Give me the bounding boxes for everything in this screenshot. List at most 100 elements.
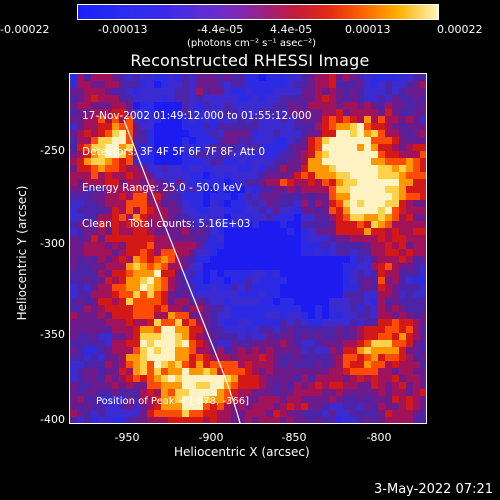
emission-cell	[168, 123, 175, 130]
emission-cell	[105, 354, 112, 361]
emission-cell	[406, 165, 413, 172]
emission-cell	[378, 354, 385, 361]
emission-cell	[119, 130, 126, 137]
emission-cell	[182, 389, 189, 396]
emission-cell	[378, 256, 385, 263]
emission-cell	[294, 284, 301, 291]
emission-cell	[154, 95, 161, 102]
emission-cell	[385, 207, 392, 214]
emission-cell	[420, 207, 426, 214]
emission-cell	[378, 228, 385, 235]
emission-cell	[70, 333, 77, 340]
emission-cell	[147, 354, 154, 361]
emission-cell	[126, 165, 133, 172]
emission-cell	[266, 410, 273, 417]
emission-cell	[413, 410, 420, 417]
emission-cell	[175, 312, 182, 319]
emission-cell	[112, 88, 119, 95]
emission-cell	[280, 214, 287, 221]
emission-cell	[77, 137, 84, 144]
emission-cell	[399, 235, 406, 242]
emission-cell	[77, 186, 84, 193]
emission-cell	[413, 312, 420, 319]
emission-cell	[406, 242, 413, 249]
emission-cell	[392, 123, 399, 130]
emission-cell	[357, 137, 364, 144]
emission-cell	[77, 130, 84, 137]
emission-cell	[266, 179, 273, 186]
emission-cell	[399, 333, 406, 340]
emission-cell	[161, 389, 168, 396]
emission-cell	[266, 263, 273, 270]
emission-cell	[413, 221, 420, 228]
emission-cell	[336, 102, 343, 109]
emission-cell	[371, 389, 378, 396]
emission-cell	[154, 382, 161, 389]
emission-cell	[350, 319, 357, 326]
emission-cell	[308, 144, 315, 151]
emission-cell	[84, 116, 91, 123]
emission-cell	[98, 340, 105, 347]
emission-cell	[189, 326, 196, 333]
emission-cell	[140, 207, 147, 214]
emission-cell	[238, 417, 245, 423]
emission-cell	[378, 417, 385, 423]
emission-cell	[308, 305, 315, 312]
emission-cell	[175, 214, 182, 221]
emission-cell	[133, 305, 140, 312]
emission-cell	[84, 235, 91, 242]
emission-cell	[413, 228, 420, 235]
emission-cell	[294, 137, 301, 144]
emission-cell	[406, 88, 413, 95]
emission-cell	[392, 116, 399, 123]
emission-cell	[91, 277, 98, 284]
emission-cell	[105, 382, 112, 389]
emission-cell	[357, 333, 364, 340]
emission-cell	[196, 158, 203, 165]
emission-cell	[210, 291, 217, 298]
emission-cell	[336, 193, 343, 200]
emission-cell	[399, 116, 406, 123]
emission-cell	[399, 186, 406, 193]
emission-cell	[259, 256, 266, 263]
emission-cell	[406, 95, 413, 102]
emission-cell	[371, 74, 378, 81]
emission-cell	[203, 417, 210, 423]
emission-cell	[364, 151, 371, 158]
emission-cell	[350, 368, 357, 375]
emission-cell	[224, 123, 231, 130]
emission-cell	[301, 340, 308, 347]
emission-cell	[294, 270, 301, 277]
emission-cell	[98, 312, 105, 319]
emission-cell	[273, 410, 280, 417]
emission-cell	[259, 410, 266, 417]
emission-cell	[350, 347, 357, 354]
emission-cell	[140, 235, 147, 242]
emission-cell	[126, 312, 133, 319]
emission-cell	[259, 144, 266, 151]
emission-cell	[245, 144, 252, 151]
emission-cell	[287, 88, 294, 95]
emission-cell	[175, 354, 182, 361]
emission-cell	[420, 95, 426, 102]
emission-cell	[343, 186, 350, 193]
emission-cell	[392, 137, 399, 144]
emission-cell	[336, 263, 343, 270]
emission-cell	[70, 347, 77, 354]
emission-cell	[420, 291, 426, 298]
emission-cell	[175, 270, 182, 277]
emission-cell	[371, 361, 378, 368]
emission-cell	[399, 88, 406, 95]
emission-cell	[147, 305, 154, 312]
emission-cell	[217, 102, 224, 109]
emission-cell	[343, 312, 350, 319]
emission-cell	[273, 333, 280, 340]
emission-cell	[231, 340, 238, 347]
emission-cell	[329, 389, 336, 396]
emission-cell	[420, 123, 426, 130]
emission-cell	[210, 130, 217, 137]
emission-cell	[259, 186, 266, 193]
emission-cell	[273, 284, 280, 291]
emission-cell	[77, 403, 84, 410]
emission-cell	[252, 228, 259, 235]
